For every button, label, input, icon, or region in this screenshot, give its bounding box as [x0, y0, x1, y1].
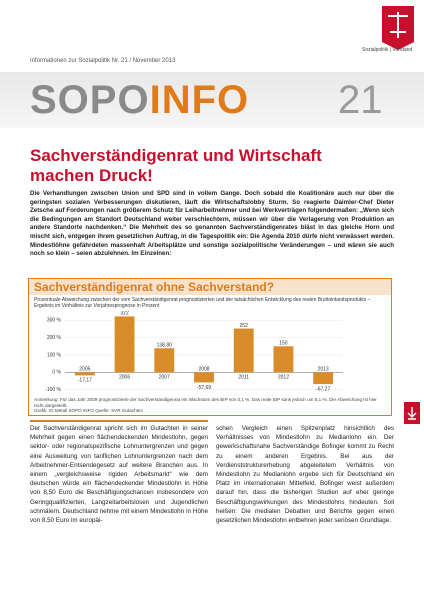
bar — [313, 372, 334, 385]
logo — [382, 6, 414, 50]
chart-source: Grafik: IG Metall SOPO INFO Quelle: SVR … — [34, 408, 144, 413]
x-tick-label: 2006 — [119, 375, 130, 381]
org-unit: Vorstand — [392, 47, 413, 53]
value-label: -67,27 — [316, 386, 330, 392]
chart-box: Sachverständigenrat ohne Sachverstand? P… — [28, 278, 392, 416]
value-label: 138,80 — [157, 343, 173, 349]
masthead: SOPOINFO — [30, 76, 249, 124]
value-label: 322 — [120, 311, 129, 317]
bar — [273, 346, 294, 373]
x-tick-label: 2013 — [318, 367, 329, 373]
bookmark-icon — [404, 402, 420, 424]
x-tick-label: 2005 — [79, 367, 90, 373]
value-label: 252 — [240, 323, 249, 329]
bar — [154, 348, 175, 373]
divider — [30, 420, 208, 422]
value-label: 150 — [279, 341, 288, 347]
x-tick-label: 2011 — [238, 375, 249, 381]
y-tick-label: 0 % — [52, 370, 61, 376]
value-label: -17,17 — [78, 378, 92, 384]
body-left: Der Sachverständigenrat spricht sich im … — [30, 425, 208, 525]
chart-title: Sachverständigenrat ohne Sachverstand? — [29, 279, 391, 295]
y-tick-label: 200 % — [47, 335, 62, 341]
y-tick-label: -100 % — [45, 387, 61, 393]
y-tick-label: 300 % — [47, 318, 62, 324]
masthead-sopo: SOPO — [30, 78, 150, 122]
logo-symbol — [388, 12, 408, 38]
bar — [233, 328, 254, 373]
body-right: schen Vergleich einen Spitzenplatz hinsi… — [216, 425, 394, 525]
chart-note: Anmerkung: Für das Jahr 2009 prognostizi… — [34, 397, 377, 408]
masthead-band — [0, 72, 424, 128]
bar — [74, 372, 95, 376]
headline: Sachverständigenrat und Wirtschaft mache… — [30, 146, 322, 185]
org: Sozialpolitik | Vorstand — [362, 47, 413, 53]
x-tick-label: 2008 — [198, 367, 209, 373]
y-tick-label: 100 % — [47, 352, 62, 358]
masthead-info: INFO — [149, 78, 250, 122]
bar — [114, 316, 135, 373]
org-dept: Sozialpolitik — [362, 47, 389, 53]
issue-number: 21 — [338, 78, 383, 122]
value-label: -57,69 — [197, 385, 211, 391]
icon-arrow — [407, 407, 417, 420]
bar — [194, 372, 214, 383]
issue-line: Informationen zur Sozialpolitik Nr. 21 /… — [30, 58, 176, 64]
x-tick-label: 2007 — [159, 375, 170, 381]
chart-subtitle: Prozentuale Abweichung zwischen der vom … — [34, 297, 371, 310]
intro: Die Verhandlungen zwischen Union und SPD… — [30, 190, 394, 258]
chart: 300 % 200 % 100 % 0 % -100 % 2005 -17,17 2006 32… — [45, 311, 343, 393]
x-tick-label: 2012 — [278, 375, 289, 381]
